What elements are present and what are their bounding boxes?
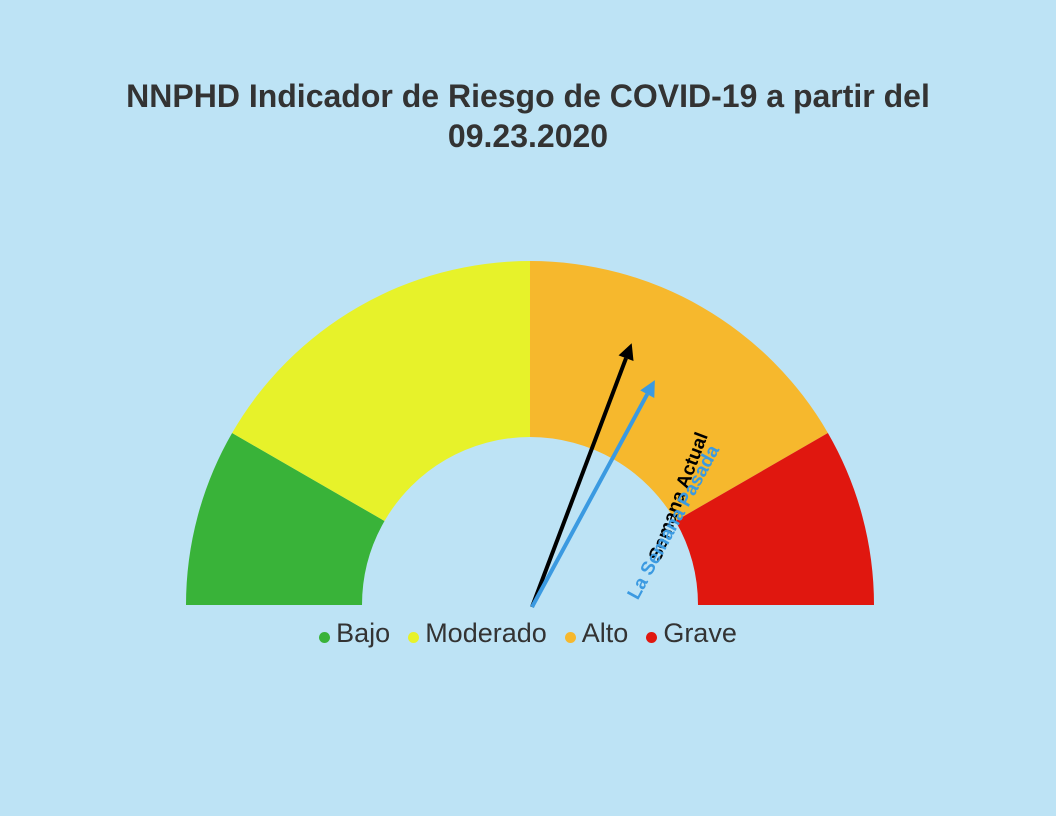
legend-swatch (564, 632, 576, 643)
chart-title: NNPHD Indicador de Riesgo de COVID-19 a … (60, 76, 996, 156)
legend-swatch (408, 632, 420, 643)
legend-label: Moderado (425, 618, 547, 648)
legend-item-bajo: Bajo (319, 618, 390, 649)
pointer-arrow-head (618, 343, 634, 361)
legend-item-alto: Alto (564, 618, 629, 649)
gauge-segment-moderado (232, 261, 530, 521)
gauge-segment-grave (675, 432, 874, 605)
pointer-arrow-head (640, 380, 655, 399)
legend: Bajo Moderado Alto Grave (0, 618, 1056, 649)
legend-swatch (646, 632, 658, 643)
gauge-segments (186, 261, 874, 605)
pointer-shaft (530, 393, 650, 608)
legend-label: Bajo (336, 618, 391, 648)
gauge-segment-bajo (186, 432, 385, 605)
legend-item-grave: Grave (646, 618, 737, 649)
legend-label: Alto (581, 618, 629, 648)
chart-title-line-2: 09.23.2020 (447, 118, 609, 154)
gauge-segment-alto (530, 261, 828, 521)
chart-title-line-1: NNPHD Indicador de Riesgo de COVID-19 a … (126, 78, 930, 114)
pointer-shaft (530, 357, 628, 608)
legend-swatch (319, 632, 331, 643)
legend-label: Grave (663, 618, 737, 648)
legend-item-moderado: Moderado (408, 618, 547, 649)
